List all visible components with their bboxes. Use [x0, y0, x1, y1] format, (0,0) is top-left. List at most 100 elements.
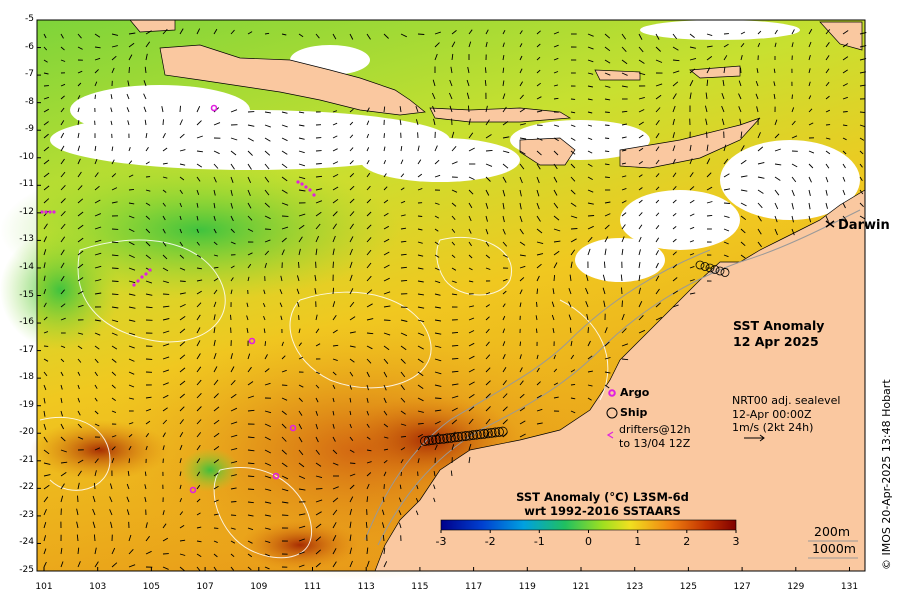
current-vector — [723, 202, 730, 204]
current-vector — [859, 150, 864, 155]
current-vector — [298, 525, 306, 529]
current-vector — [621, 72, 628, 76]
current-vector — [553, 31, 560, 35]
current-vector — [417, 188, 423, 191]
current-vector — [568, 288, 572, 295]
current-vector — [417, 345, 424, 350]
current-vector — [77, 482, 80, 490]
current-vector — [553, 124, 560, 127]
current-vector — [111, 55, 117, 61]
current-vector — [349, 301, 355, 308]
current-vector — [196, 241, 200, 246]
current-vector — [109, 483, 113, 490]
current-vector — [315, 188, 323, 191]
current-vector — [755, 93, 759, 100]
current-vector — [704, 105, 708, 113]
current-vector — [281, 137, 288, 142]
current-vector — [553, 274, 556, 282]
colorbar-title-line2: wrt 1992-2016 SSTAARS — [524, 504, 681, 518]
current-vector — [281, 475, 289, 480]
current-vector — [76, 508, 79, 516]
current-vector — [451, 241, 456, 246]
current-vector — [399, 484, 402, 490]
current-vector — [468, 228, 472, 234]
current-vector — [349, 147, 354, 152]
current-vector — [264, 527, 271, 530]
current-vector — [417, 445, 422, 451]
current-vector — [281, 249, 285, 256]
drifters-legend-line2: to 13/04 12Z — [619, 437, 691, 450]
current-vector — [689, 158, 693, 165]
current-vector — [94, 185, 100, 191]
darwin-label: Darwin — [838, 218, 890, 233]
lon-tick-label: 105 — [142, 582, 160, 592]
current-vector — [43, 484, 50, 490]
current-vector — [502, 202, 505, 210]
current-vector — [417, 241, 423, 244]
bathymetry-lines — [364, 209, 861, 546]
current-vector — [128, 306, 136, 309]
current-vector — [485, 189, 490, 196]
current-vector — [264, 462, 272, 467]
current-vector — [383, 423, 389, 428]
current-vector — [604, 327, 608, 334]
lat-tick-label: -19 — [19, 399, 34, 410]
current-vector — [621, 328, 627, 334]
current-vector — [451, 280, 457, 284]
current-vector — [400, 253, 407, 256]
current-vector — [196, 432, 202, 438]
current-vector — [791, 107, 795, 113]
current-vector — [400, 345, 407, 351]
drifter-legend-symbol — [606, 431, 614, 439]
current-vector — [468, 443, 472, 451]
current-vector — [162, 419, 168, 425]
current-vector — [247, 436, 255, 439]
current-vector — [825, 189, 828, 196]
current-vector — [247, 449, 255, 452]
current-vector — [196, 254, 202, 258]
current-vector — [77, 371, 81, 376]
current-vector — [672, 212, 677, 217]
current-vector — [808, 95, 812, 100]
current-vector — [434, 345, 442, 348]
current-vector — [484, 67, 487, 74]
current-vector — [448, 92, 453, 100]
current-vector — [587, 98, 593, 101]
ship-position — [431, 434, 442, 445]
current-vector — [468, 118, 471, 126]
current-vector — [145, 445, 148, 451]
current-vector — [298, 213, 306, 217]
current-vector — [451, 254, 456, 259]
current-vector — [585, 274, 589, 282]
current-vector — [502, 254, 509, 258]
current-vector — [519, 228, 524, 235]
current-vector — [298, 538, 305, 542]
current-vector — [468, 29, 473, 35]
current-vector — [43, 535, 47, 542]
current-vector — [77, 145, 81, 152]
current-vector — [587, 124, 593, 127]
current-vector — [774, 228, 778, 236]
current-vector — [434, 384, 442, 387]
current-vector — [433, 484, 436, 490]
current-vector — [111, 241, 119, 244]
current-vector — [230, 202, 234, 209]
current-vector — [349, 33, 354, 40]
current-vector — [126, 496, 130, 503]
current-vector — [485, 341, 490, 347]
current-vector — [536, 263, 542, 269]
current-vector — [77, 547, 80, 555]
current-vector — [213, 366, 218, 373]
current-vector — [93, 534, 96, 542]
current-vector — [672, 264, 678, 269]
current-vector — [398, 522, 402, 529]
current-vector — [332, 122, 338, 126]
current-vector — [161, 106, 164, 113]
current-vector — [126, 93, 130, 100]
current-vector — [94, 46, 101, 49]
current-vector — [162, 356, 170, 360]
current-vector — [247, 228, 254, 232]
current-vector — [162, 267, 169, 272]
current-vector — [179, 431, 184, 438]
depth-1000m-label: 1000m — [812, 541, 856, 556]
